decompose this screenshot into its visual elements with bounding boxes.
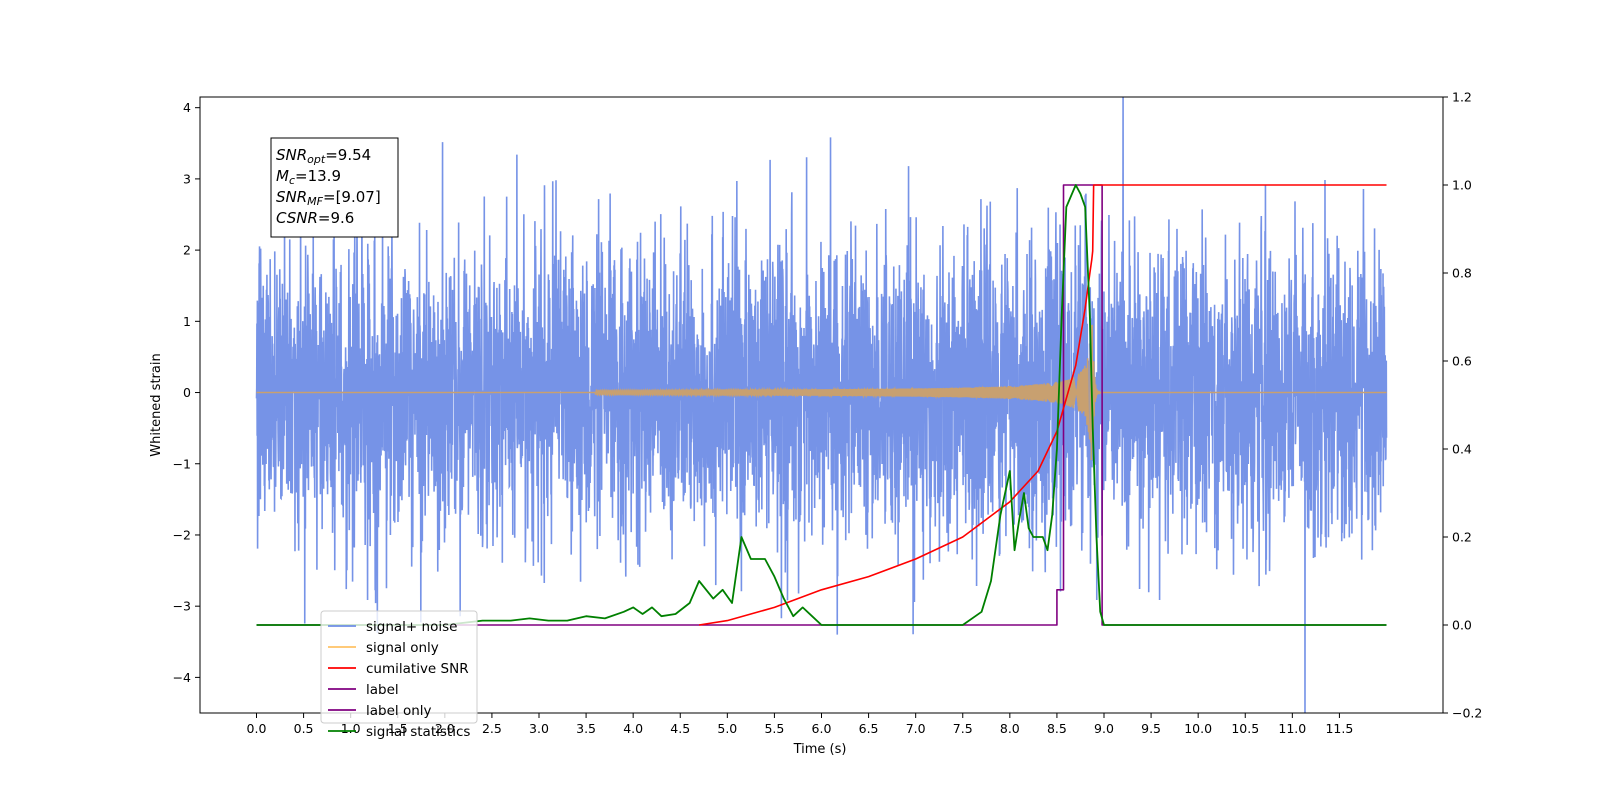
annotation-line: SNRopt=9.54 — [276, 146, 371, 166]
y-right-tick-label: 1.0 — [1452, 178, 1472, 193]
y-axis-label: Whitened strain — [149, 353, 164, 456]
series-layer — [255, 97, 1388, 713]
y-tick-label: −2 — [173, 527, 191, 542]
series-label — [256, 184, 1387, 626]
y-tick-label: −4 — [173, 670, 191, 685]
legend-label: signal statistics — [366, 724, 470, 740]
y-tick-label: 3 — [183, 171, 191, 186]
legend: signal+ noise signal only cumilative SNR la… — [320, 610, 478, 740]
x-tick-label: 0.5 — [294, 721, 314, 736]
y-axis-right: 1.2 1.0 0.8 0.6 0.4 0.2 0.0 −0.2 — [1443, 90, 1482, 721]
x-tick-label: 7.0 — [906, 721, 926, 736]
legend-label: label only — [366, 703, 432, 719]
y-tick-label: 2 — [183, 243, 191, 258]
annotation-line: CSNR=9.6 — [276, 209, 354, 227]
y-tick-label: 1 — [183, 314, 191, 329]
legend-label: label — [366, 682, 399, 698]
x-tick-label: 3.0 — [529, 721, 549, 736]
x-tick-label: 2.0 — [435, 721, 455, 736]
x-tick-label: 11.0 — [1278, 721, 1306, 736]
x-axis-label: Time (s) — [793, 742, 847, 757]
x-tick-label: 1.0 — [341, 721, 361, 736]
x-tick-label: 8.0 — [1000, 721, 1020, 736]
y-right-tick-label: 0.0 — [1452, 618, 1472, 633]
x-tick-label: 6.0 — [812, 721, 832, 736]
x-tick-label: 2.5 — [482, 721, 502, 736]
y-right-tick-label: 1.2 — [1452, 90, 1472, 105]
y-tick-label: 0 — [183, 385, 191, 400]
annotation-line: SNRMF=[9.07] — [276, 188, 381, 208]
x-tick-label: 5.5 — [764, 721, 784, 736]
legend-label: cumilative SNR — [366, 661, 469, 677]
x-tick-label: 9.0 — [1094, 721, 1114, 736]
x-tick-label: 0.0 — [247, 721, 267, 736]
x-tick-label: 11.5 — [1325, 721, 1353, 736]
x-tick-label: 7.5 — [953, 721, 973, 736]
y-right-tick-label: 0.4 — [1452, 442, 1472, 457]
y-right-tick-label: 0.2 — [1452, 530, 1472, 545]
x-tick-label: 4.5 — [670, 721, 690, 736]
series-signal-plus-noise — [255, 97, 1388, 713]
x-tick-label: 1.5 — [388, 721, 408, 736]
x-tick-label: 10.0 — [1184, 721, 1212, 736]
y-tick-label: −3 — [173, 599, 191, 614]
y-right-tick-label: 0.6 — [1452, 354, 1472, 369]
series-signal-statistics — [256, 184, 1387, 626]
x-tick-label: 5.0 — [717, 721, 737, 736]
legend-label: signal+ noise — [366, 619, 457, 635]
y-right-tick-label: 0.8 — [1452, 266, 1472, 281]
y-tick-label: −1 — [173, 456, 191, 471]
x-tick-label: 3.5 — [576, 721, 596, 736]
y-axis-left: 4 3 2 1 0 −1 −2 −3 −4 — [173, 100, 200, 685]
annotation-line: Mc=13.9 — [276, 167, 341, 187]
x-tick-label: 8.5 — [1047, 721, 1067, 736]
x-axis: 0.0 0.5 1.0 1.5 2.0 2.5 3.0 3.5 4.0 4.5 5.0 5.5 6.0 6… — [247, 713, 1353, 736]
y-tick-label: 4 — [183, 100, 191, 115]
series-cumilative-snr — [698, 184, 1387, 626]
x-tick-label: 6.5 — [859, 721, 879, 736]
x-tick-label: 10.5 — [1231, 721, 1259, 736]
x-tick-label: 4.0 — [623, 721, 643, 736]
series-signal-only — [256, 324, 1387, 461]
x-tick-label: 9.5 — [1141, 721, 1161, 736]
legend-label: signal only — [366, 640, 439, 656]
y-right-tick-label: −0.2 — [1452, 706, 1482, 721]
